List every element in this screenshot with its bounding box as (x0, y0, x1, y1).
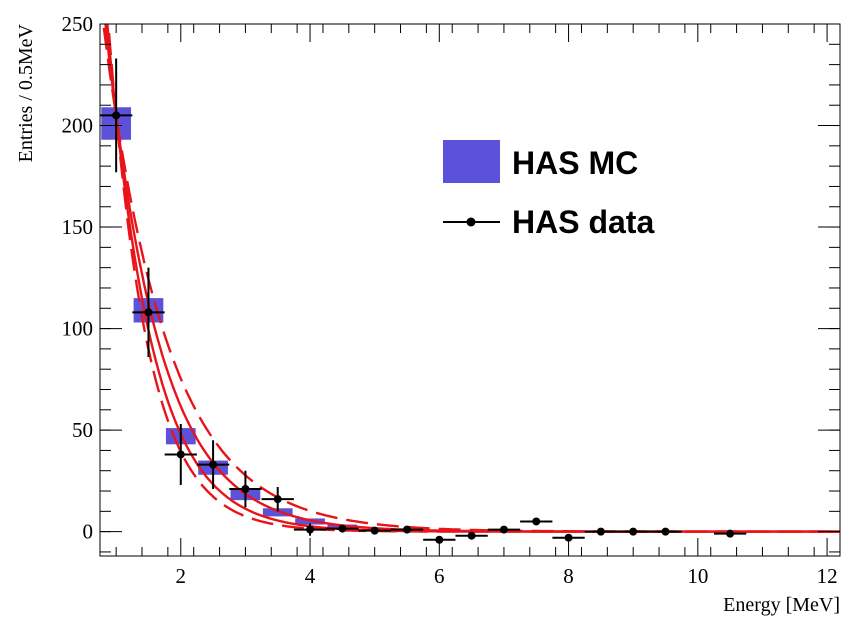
mc-bin (262, 508, 293, 517)
y-tick-label: 250 (62, 12, 94, 36)
fit-curve-dashed (107, 24, 840, 533)
data-point (306, 525, 315, 534)
y-tick-label: 50 (72, 418, 93, 442)
legend-data-label: HAS data (512, 204, 654, 240)
data-point (726, 529, 735, 538)
fit-curves (102, 24, 840, 533)
data-point (596, 527, 605, 536)
data-point (209, 460, 218, 469)
data-point (564, 533, 573, 542)
legend-data-marker (466, 217, 476, 227)
legend: HAS MC HAS data (443, 140, 654, 240)
data-point (112, 111, 121, 120)
axis-ticks: 2 4 6 8 10 12 0 50 100 150 200 250 (62, 12, 840, 588)
y-axis-title: Entries / 0.5MeV (15, 23, 37, 162)
data-point (273, 495, 282, 504)
data-point (144, 308, 153, 317)
plot-frame (99, 23, 841, 557)
x-tick-label: 8 (563, 564, 574, 588)
data-point (241, 484, 250, 493)
legend-mc-label: HAS MC (512, 145, 638, 181)
data-point (661, 527, 670, 536)
x-axis-title: Energy [MeV] (723, 594, 840, 616)
data-point (402, 525, 411, 534)
data-point (467, 531, 476, 540)
data-point (499, 525, 508, 534)
y-tick-label: 100 (62, 317, 94, 341)
x-tick-label: 12 (817, 564, 838, 588)
data-point (532, 517, 541, 526)
data-point (176, 450, 185, 459)
x-tick-label: 6 (434, 564, 445, 588)
fit-curve-dashed (102, 24, 840, 533)
x-tick-label: 10 (687, 564, 708, 588)
x-tick-label: 4 (305, 564, 316, 588)
x-tick-label: 2 (176, 564, 187, 588)
y-tick-label: 200 (62, 114, 94, 138)
mc-bin (295, 518, 325, 525)
data-points (100, 58, 747, 544)
data-point (370, 526, 379, 535)
legend-mc-swatch (443, 140, 500, 183)
y-tick-label: 0 (83, 520, 94, 544)
y-tick-label: 150 (62, 215, 94, 239)
data-point (338, 524, 347, 533)
data-point (629, 527, 638, 536)
